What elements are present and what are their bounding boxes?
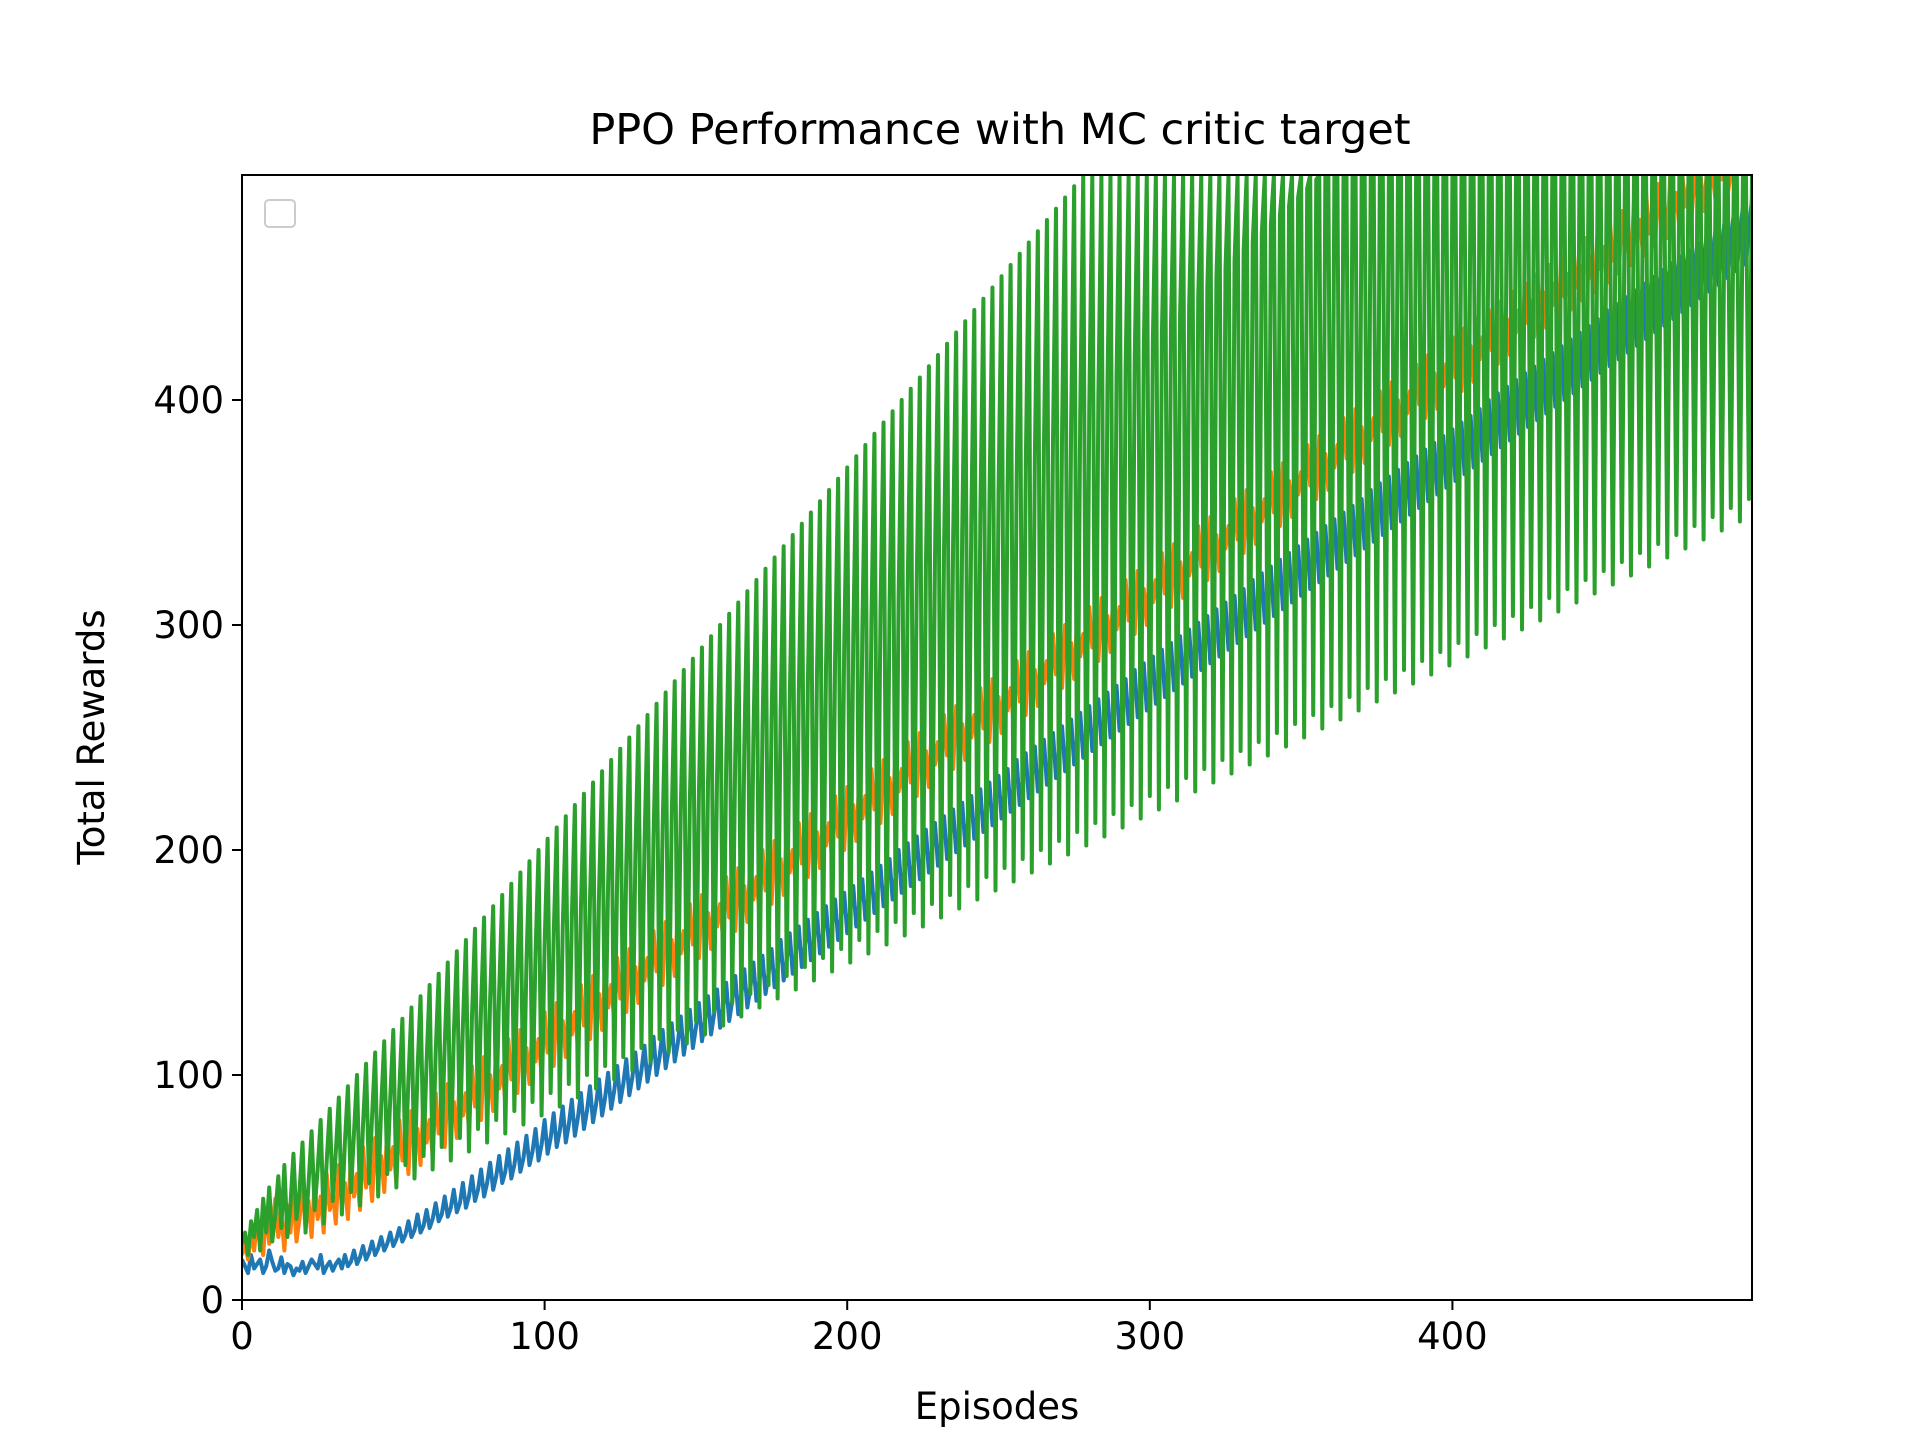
plot-area <box>242 175 1752 1278</box>
x-tick-label: 200 <box>812 1315 883 1358</box>
y-tick-label: 100 <box>153 1054 224 1097</box>
y-axis-ticks: 0 100 200 300 400 <box>153 379 242 1322</box>
y-tick-label: 300 <box>153 604 224 647</box>
legend-box[interactable] <box>264 199 296 228</box>
chart-title: PPO Performance with MC critic target <box>589 105 1410 155</box>
x-tick-label: 100 <box>509 1315 580 1358</box>
y-tick-label: 0 <box>200 1279 224 1322</box>
x-tick-label: 0 <box>230 1315 254 1358</box>
series-layer <box>242 175 1752 1278</box>
plot-frame <box>241 174 1753 1301</box>
y-axis-label: Total Rewards <box>70 609 113 865</box>
x-axis-label: Episodes <box>915 1385 1080 1428</box>
series-line-3 <box>242 175 1752 1257</box>
y-tick-label: 400 <box>153 379 224 422</box>
x-tick-label: 400 <box>1417 1315 1488 1358</box>
x-tick-label: 300 <box>1115 1315 1186 1358</box>
y-tick-label: 200 <box>153 829 224 872</box>
x-axis-ticks: 0 100 200 300 400 <box>230 1300 1488 1358</box>
